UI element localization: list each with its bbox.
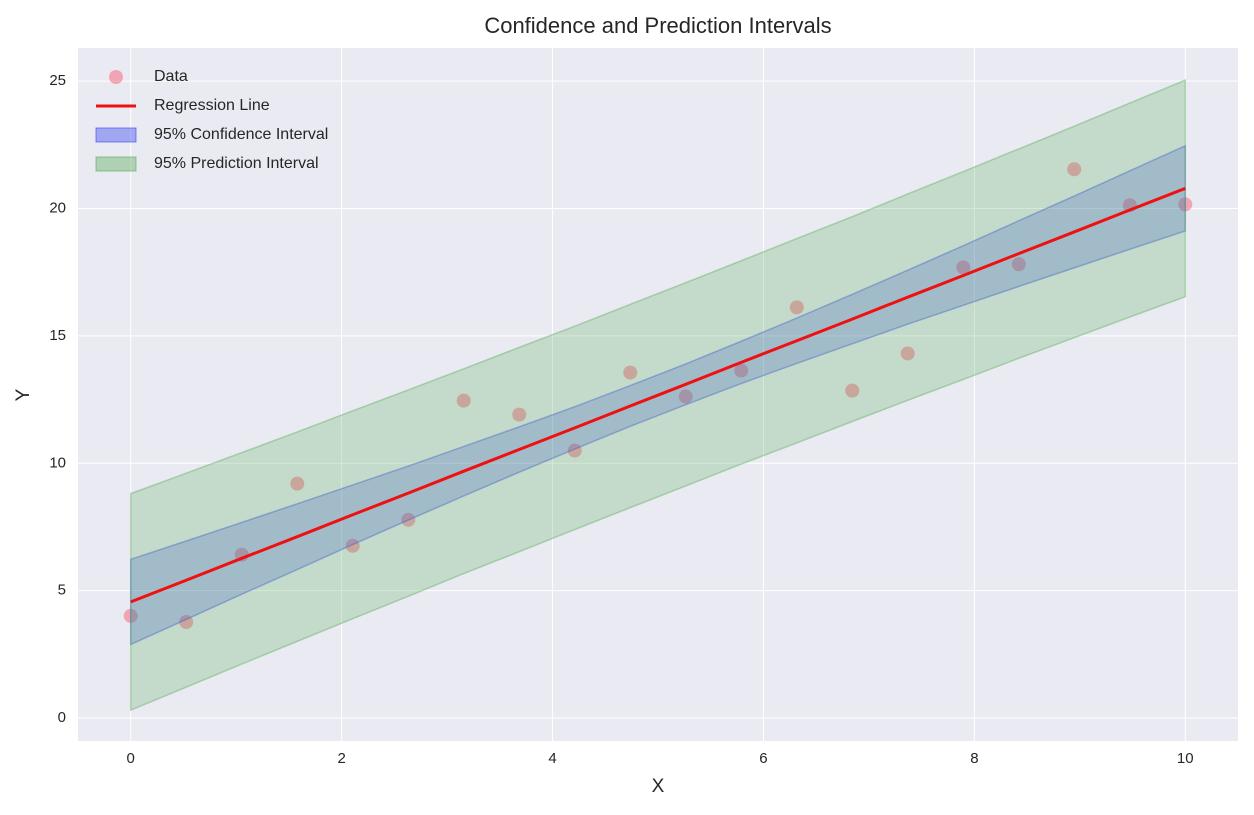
data-point: [290, 476, 305, 491]
x-tick-label: 10: [1177, 750, 1194, 767]
data-point: [1067, 162, 1082, 177]
data-point: [179, 615, 194, 630]
chart-title: Confidence and Prediction Intervals: [484, 13, 831, 38]
y-tick-label: 20: [49, 199, 66, 216]
data-point: [900, 346, 915, 361]
legend-label: Regression Line: [154, 97, 270, 114]
legend-marker: [95, 127, 137, 143]
x-tick-label: 6: [759, 750, 767, 767]
x-tick-label: 4: [548, 750, 556, 767]
y-tick-label: 0: [58, 709, 66, 726]
data-point: [623, 365, 638, 380]
legend-marker: [95, 156, 137, 172]
x-tick-label: 2: [337, 750, 345, 767]
y-tick-label: 25: [49, 72, 66, 89]
y-tick-label: 15: [49, 327, 66, 344]
x-axis-label: X: [652, 776, 665, 797]
y-axis-label: Y: [13, 388, 34, 401]
y-tick-label: 10: [49, 454, 66, 471]
data-point: [345, 538, 360, 553]
data-point: [845, 383, 860, 398]
regression-line: [130, 186, 1186, 604]
legend-marker: [109, 70, 123, 84]
legend-label: Data: [154, 68, 188, 85]
data-point: [734, 363, 749, 378]
y-tick-label: 5: [58, 582, 66, 599]
data-point: [512, 407, 527, 422]
data-point: [1011, 257, 1026, 272]
data-point: [456, 393, 471, 408]
data-point: [123, 608, 138, 623]
x-tick-label: 0: [127, 750, 135, 767]
data-point: [678, 389, 693, 404]
data-point: [1178, 197, 1193, 212]
x-tick-label: 8: [970, 750, 978, 767]
data-point: [956, 260, 971, 275]
legend-label: 95% Confidence Interval: [154, 126, 328, 143]
data-point: [567, 443, 582, 458]
legend-label: 95% Prediction Interval: [154, 155, 319, 172]
data-point: [401, 512, 416, 527]
data-point: [789, 300, 804, 315]
